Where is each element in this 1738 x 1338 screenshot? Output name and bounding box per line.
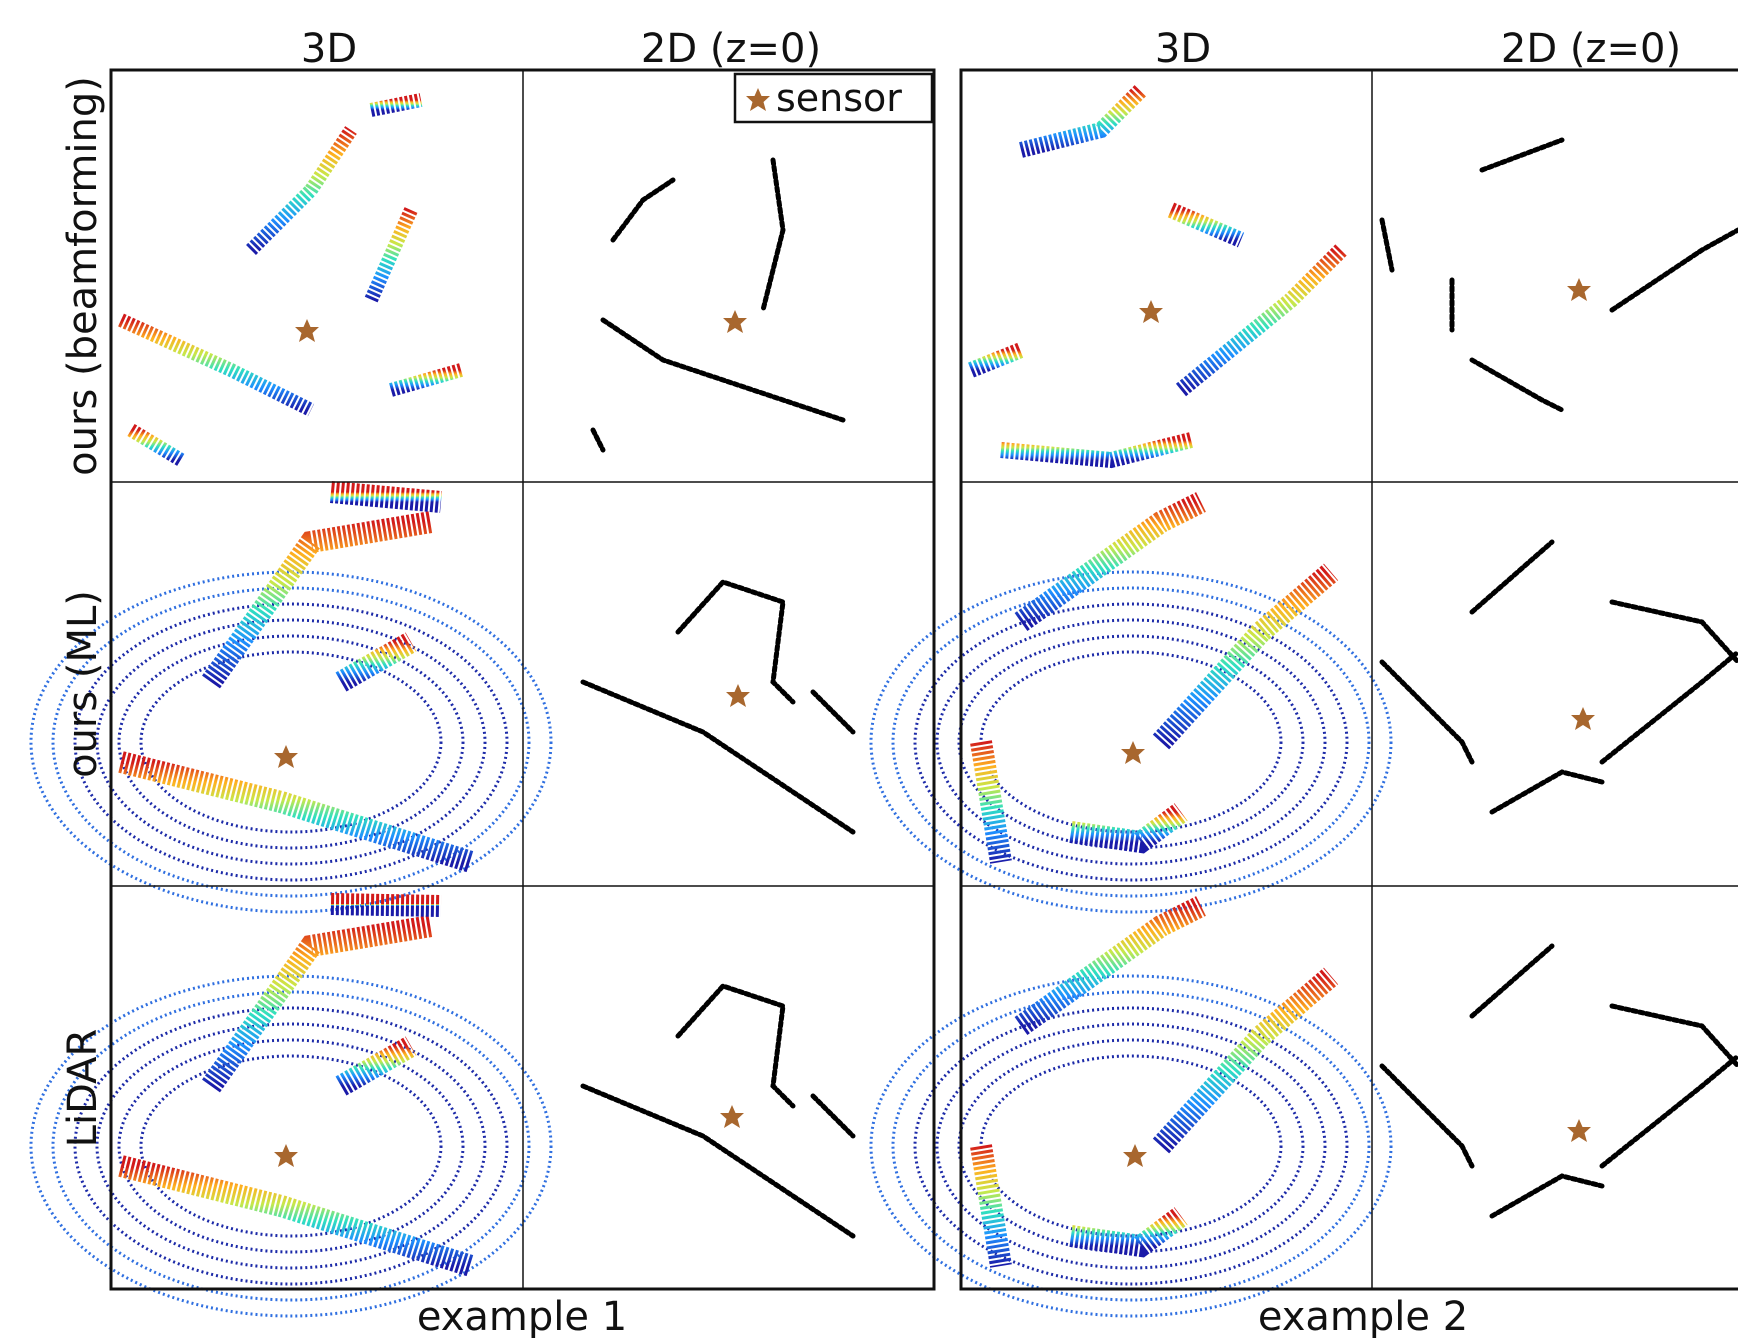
point-cloud-stroke: [118, 751, 475, 873]
point-cloud-stroke: [913, 602, 1349, 882]
point-cloud-stroke: [1167, 202, 1245, 248]
point-cloud-stroke: [600, 317, 846, 423]
point-cloud-stroke: [1599, 649, 1738, 765]
point-cloud-stroke: [968, 342, 1024, 378]
point-cloud-stroke: [891, 586, 1371, 898]
point-cloud-stroke: [580, 1083, 856, 1239]
point-cloud-stroke: [95, 618, 487, 866]
point-cloud-stroke: [760, 157, 786, 313]
point-cloud-stroke: [1069, 1207, 1188, 1258]
point-cloud-stroke: [891, 990, 1371, 1302]
example-label: example 1: [417, 1294, 627, 1338]
point-cloud-stroke: [1489, 769, 1605, 815]
point-cloud-stroke: [1599, 1053, 1738, 1169]
column-header: 3D: [1155, 26, 1211, 72]
point-cloud-stroke: [51, 586, 531, 898]
point-cloud-stroke: [364, 207, 418, 303]
point-cloud-stroke: [1019, 84, 1147, 158]
point-cloud-stroke: [1152, 967, 1339, 1154]
point-cloud-stroke: [1479, 137, 1565, 173]
point-cloud-stroke: [335, 632, 417, 692]
point-cloud-stroke: [330, 893, 442, 917]
point-cloud-stroke: [139, 650, 443, 834]
point-cloud-stroke: [73, 1006, 509, 1286]
point-cloud-stroke: [869, 974, 1393, 1318]
point-cloud-stroke: [118, 1155, 475, 1277]
point-cloud-stroke: [369, 93, 423, 117]
point-cloud-stroke: [869, 570, 1393, 914]
point-cloud-stroke: [202, 511, 433, 689]
column-header: 2D (z=0): [1501, 26, 1681, 72]
point-cloud-stroke: [810, 689, 856, 735]
point-cloud-stroke: [1379, 217, 1395, 273]
point-cloud-stroke: [330, 481, 442, 513]
point-cloud-stroke: [1379, 1063, 1475, 1169]
point-cloud-stroke: [1469, 943, 1555, 1019]
point-cloud-stroke: [979, 1054, 1283, 1238]
point-cloud-stroke: [1014, 896, 1206, 1035]
point-cloud-stroke: [117, 634, 465, 850]
point-cloud-stroke: [913, 1006, 1349, 1286]
point-cloud-stroke: [935, 618, 1327, 866]
point-cloud-stroke: [1469, 357, 1565, 413]
row-label: ours (beamforming): [60, 76, 106, 476]
point-cloud-stroke: [935, 1022, 1327, 1270]
point-cloud-stroke: [335, 1036, 417, 1096]
point-cloud-stroke: [246, 126, 357, 255]
point-cloud-stroke: [1379, 659, 1475, 765]
point-cloud-stroke: [1489, 1173, 1605, 1219]
legend: sensor: [733, 72, 934, 124]
column-header: 3D: [301, 26, 357, 72]
point-cloud-stroke: [610, 177, 676, 243]
point-cloud-stroke: [95, 1022, 487, 1270]
point-cloud-stroke: [1469, 539, 1555, 615]
point-cloud-stroke: [139, 1054, 443, 1238]
point-cloud-stroke: [1152, 563, 1339, 750]
row-label: ours (ML): [60, 590, 106, 778]
point-cloud-stroke: [118, 313, 315, 417]
panel-frames: [109, 68, 1738, 1291]
point-cloud-stroke: [675, 983, 796, 1109]
point-cloud-stroke: [1000, 432, 1193, 469]
point-cloud-stroke: [675, 579, 796, 705]
column-header: 2D (z=0): [641, 26, 821, 72]
point-cloud-stroke: [1014, 492, 1206, 631]
point-cloud-stroke: [29, 570, 553, 914]
point-clouds: [29, 84, 1738, 1318]
example-label: example 2: [1258, 1294, 1468, 1338]
point-cloud-stroke: [810, 1093, 856, 1139]
point-cloud-stroke: [590, 427, 606, 453]
point-cloud-stroke: [957, 1038, 1305, 1254]
point-cloud-stroke: [580, 679, 856, 835]
point-cloud-stroke: [117, 1038, 465, 1254]
point-cloud-stroke: [1609, 1003, 1738, 1069]
point-cloud-stroke: [127, 423, 185, 467]
point-cloud-stroke: [202, 915, 433, 1093]
point-cloud-stroke: [29, 974, 553, 1318]
point-cloud-stroke: [1609, 227, 1738, 313]
point-cloud-stroke: [1609, 599, 1738, 665]
point-cloud-stroke: [970, 740, 1012, 864]
legend-label: sensor: [776, 76, 902, 120]
point-cloud-stroke: [970, 1144, 1012, 1268]
point-cloud-stroke: [1175, 244, 1347, 397]
row-label: LiDAR: [60, 1029, 106, 1148]
point-cloud-stroke: [979, 650, 1283, 834]
point-cloud-stroke: [51, 990, 531, 1302]
point-cloud-stroke: [957, 634, 1305, 850]
point-cloud-stroke: [1069, 803, 1188, 854]
point-cloud-stroke: [389, 363, 463, 397]
point-cloud-stroke: [73, 602, 509, 882]
